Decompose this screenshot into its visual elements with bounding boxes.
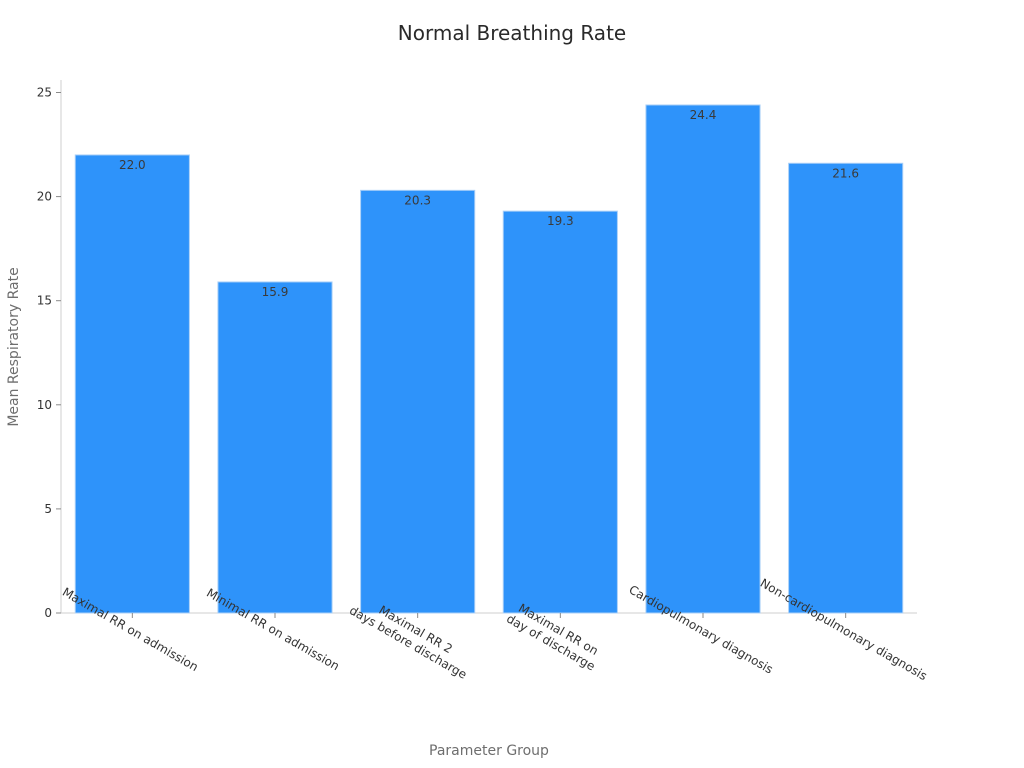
data-label: 22.0	[119, 158, 146, 172]
bar	[360, 189, 476, 614]
y-tick-label: 5	[44, 502, 52, 516]
bar	[217, 281, 333, 614]
data-label: 21.6	[832, 166, 859, 180]
x-axis-title: Parameter Group	[429, 743, 549, 759]
bar	[788, 162, 904, 614]
bar	[502, 210, 618, 614]
data-label: 24.4	[690, 108, 717, 122]
data-label: 19.3	[547, 214, 574, 228]
chart-title: Normal Breathing Rate	[398, 21, 626, 45]
y-tick-label: 15	[37, 294, 52, 308]
data-label: 20.3	[404, 193, 431, 207]
y-tick-label: 20	[37, 190, 52, 204]
y-tick-label: 10	[37, 398, 52, 412]
y-tick-label: 25	[37, 85, 52, 99]
bar	[74, 154, 190, 614]
y-axis-title: Mean Respiratory Rate	[6, 267, 22, 426]
data-label: 15.9	[262, 285, 289, 299]
bar	[645, 104, 761, 614]
y-tick-label: 0	[44, 606, 52, 620]
